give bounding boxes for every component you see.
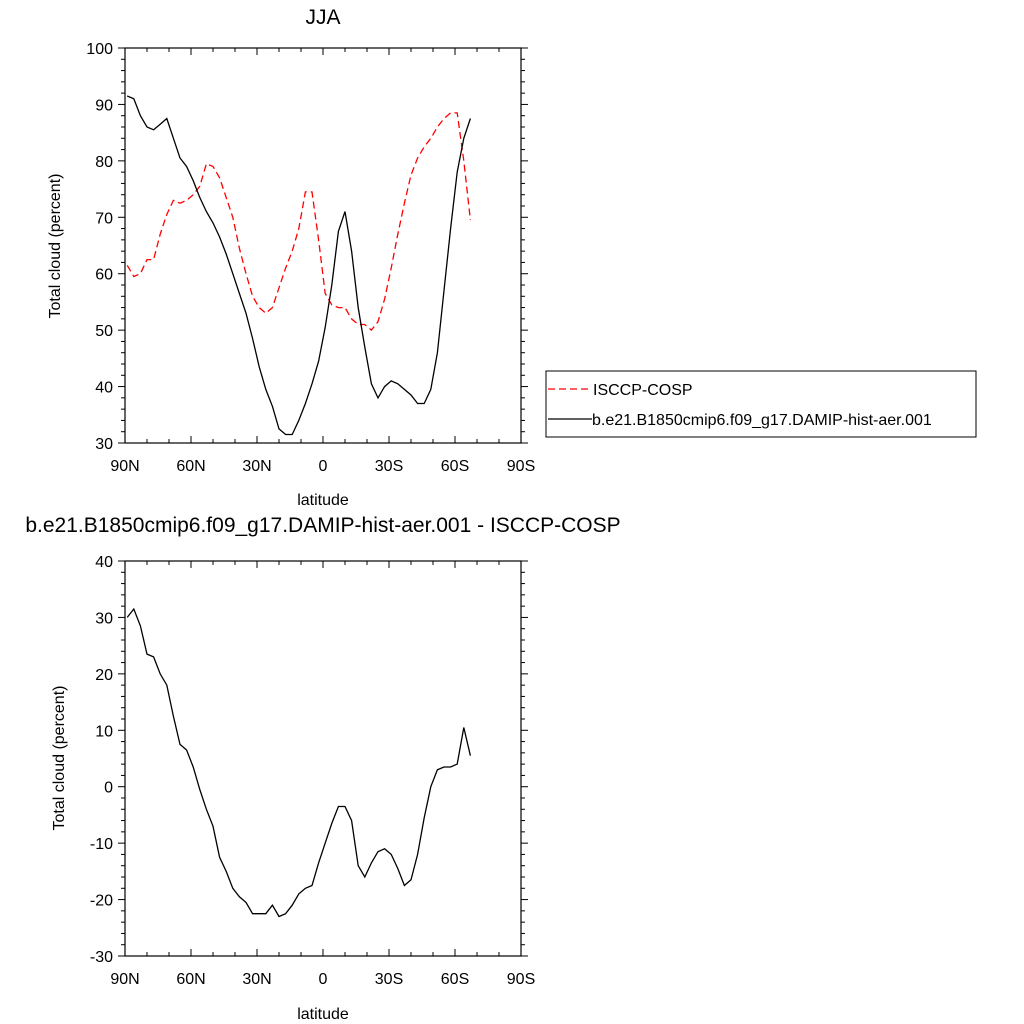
x-tick-label: 30N	[242, 971, 271, 988]
plot-frame	[124, 560, 522, 957]
y-tick-label: 0	[104, 780, 113, 797]
y-tick-label: -30	[90, 949, 113, 966]
y-tick-label: 90	[95, 97, 113, 114]
x-tick-label: 60S	[441, 971, 469, 988]
x-tick-label: 90N	[110, 458, 139, 475]
y-tick-label: 70	[95, 210, 113, 227]
y-tick-label: 100	[86, 41, 113, 58]
legend: ISCCP-COSP b.e21.B1850cmip6.f09_g17.DAMI…	[545, 370, 977, 438]
x-tick-label: 30S	[375, 971, 403, 988]
y-tick-label: 30	[95, 436, 113, 453]
y-tick-label: 30	[95, 610, 113, 627]
top-panel: JJA 90N 60N 30N 0 30S 60S 90S 30 40 50 60 70 80 90 10…	[47, 6, 977, 509]
bottom-panel-title: b.e21.B1850cmip6.f09_g17.DAMIP-hist-aer.…	[25, 514, 620, 537]
x-tick-label: 90N	[110, 971, 139, 988]
x-tick-label: 90S	[507, 971, 535, 988]
y-tick-label: -10	[90, 836, 113, 853]
legend-box	[545, 370, 977, 438]
x-tick-label: 60N	[176, 458, 205, 475]
series-line-0	[126, 607, 472, 918]
y-tick-label: -20	[90, 893, 113, 910]
x-tick-label: 0	[319, 458, 328, 475]
bottom-panel: b.e21.B1850cmip6.f09_g17.DAMIP-hist-aer.…	[25, 514, 620, 1023]
top-panel-y-axis-label: Total cloud (percent)	[47, 174, 64, 319]
y-tick-label: 40	[95, 380, 113, 397]
y-tick-label: 80	[95, 154, 113, 171]
y-tick-label: 10	[95, 723, 113, 740]
x-tick-label: 90S	[507, 458, 535, 475]
legend-label-model: b.e21.B1850cmip6.f09_g17.DAMIP-hist-aer.…	[592, 412, 932, 429]
y-tick-label: 20	[95, 667, 113, 684]
bottom-panel-x-axis-label: latitude	[297, 1006, 349, 1023]
series-line-1	[126, 95, 472, 436]
top-panel-title: JJA	[305, 6, 340, 29]
x-tick-label: 0	[319, 971, 328, 988]
x-tick-label: 30N	[242, 458, 271, 475]
legend-label-isccp-cosp: ISCCP-COSP	[593, 382, 693, 399]
series-line-0	[126, 112, 472, 332]
x-tick-label: 60S	[441, 458, 469, 475]
plot-frame	[124, 47, 522, 444]
x-tick-label: 30S	[375, 458, 403, 475]
y-tick-label: 50	[95, 323, 113, 340]
x-tick-label: 60N	[176, 971, 205, 988]
y-tick-label: 60	[95, 267, 113, 284]
top-panel-x-axis-label: latitude	[297, 492, 349, 509]
y-tick-label: 40	[95, 554, 113, 571]
bottom-panel-y-axis-label: Total cloud (percent)	[51, 686, 68, 831]
